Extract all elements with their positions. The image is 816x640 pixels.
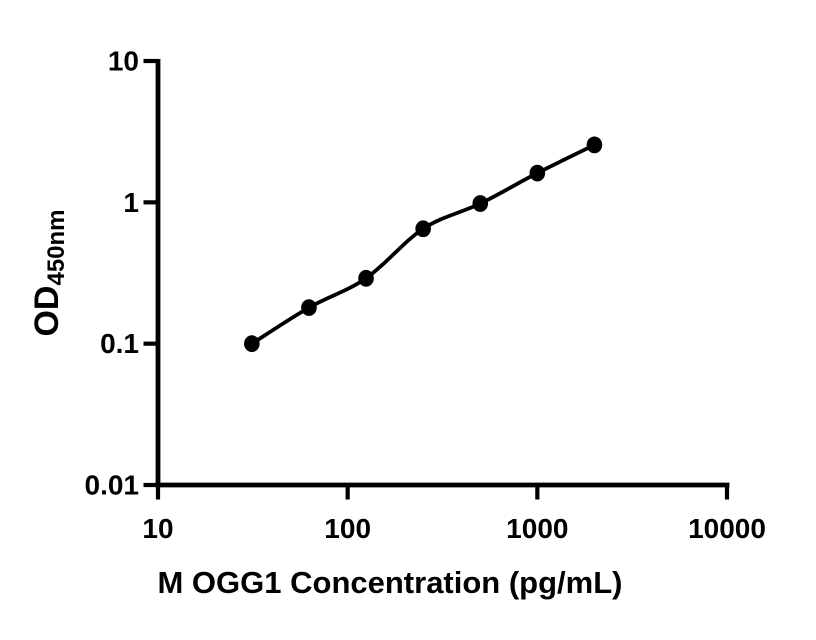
x-axis-title: M OGG1 Concentration (pg/mL) (158, 565, 623, 600)
y-axis-title-subscript: 450nm (43, 209, 70, 285)
x-tick-label: 10000 (688, 513, 766, 544)
y-tick-label: 1 (123, 187, 139, 218)
data-point (415, 220, 431, 238)
axes (155, 59, 730, 488)
y-axis-ticks (143, 58, 158, 488)
y-axis-title-main: OD (28, 286, 66, 337)
data-points (244, 136, 603, 353)
x-tick-label: 10 (142, 513, 173, 544)
data-point (244, 335, 260, 353)
x-tick-label: 100 (324, 513, 371, 544)
y-axis-tick-labels: 10 1 0.1 0.01 (85, 46, 140, 501)
x-tick-label: 1000 (506, 513, 568, 544)
data-point (529, 164, 546, 182)
data-point (301, 299, 317, 316)
data-point (358, 269, 374, 287)
y-tick-label: 0.01 (85, 470, 140, 501)
y-axis-title: OD450nm (28, 209, 70, 336)
y-tick-label: 10 (108, 46, 139, 77)
x-axis-tick-labels: 10 100 1000 10000 (142, 513, 766, 544)
data-point (586, 136, 603, 154)
data-point (472, 195, 489, 212)
y-tick-label: 0.1 (100, 328, 139, 359)
x-axis-ticks (155, 485, 730, 500)
